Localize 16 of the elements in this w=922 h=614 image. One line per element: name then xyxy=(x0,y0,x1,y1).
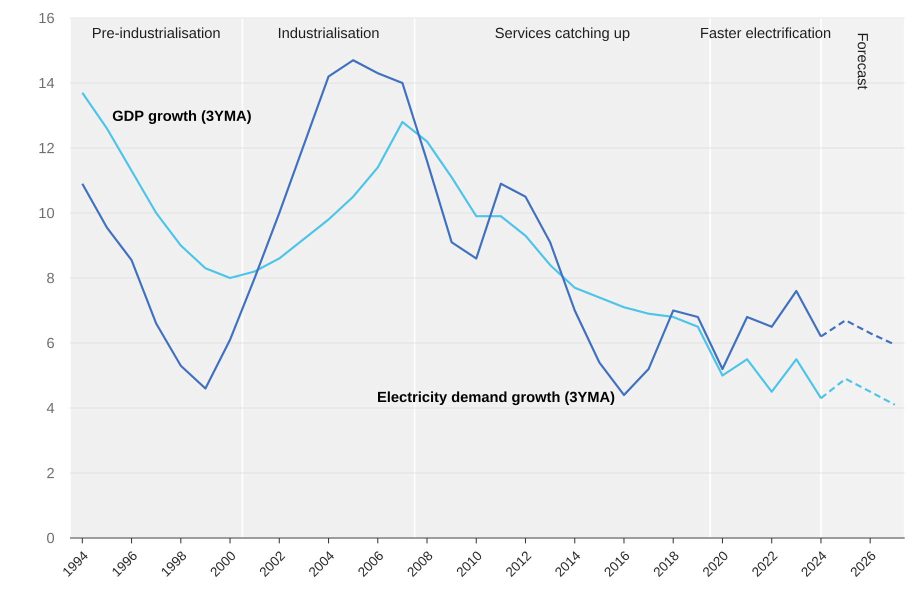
y-tick-label: 16 xyxy=(39,12,54,24)
series-label: GDP growth (3YMA) xyxy=(112,110,251,124)
band-label: Industrialisation xyxy=(278,27,378,38)
y-tick-label: 4 xyxy=(46,402,54,414)
y-tick-label: 14 xyxy=(39,78,54,88)
y-tick-label: 2 xyxy=(47,468,54,478)
band-label: Forecast xyxy=(858,34,868,90)
y-tick-label: 12 xyxy=(39,142,54,154)
band-label: Faster electrification xyxy=(701,27,830,38)
band-label: Services catching up xyxy=(495,27,630,42)
y-tick-label: 6 xyxy=(47,338,54,348)
y-tick-label: 10 xyxy=(39,208,54,218)
y-tick-label: 8 xyxy=(47,272,54,284)
band-label: Pre-industrialisation xyxy=(92,27,220,38)
series-label: Electricity demand growth (3YMA) xyxy=(378,391,614,406)
y-tick-label: 0 xyxy=(47,532,54,544)
